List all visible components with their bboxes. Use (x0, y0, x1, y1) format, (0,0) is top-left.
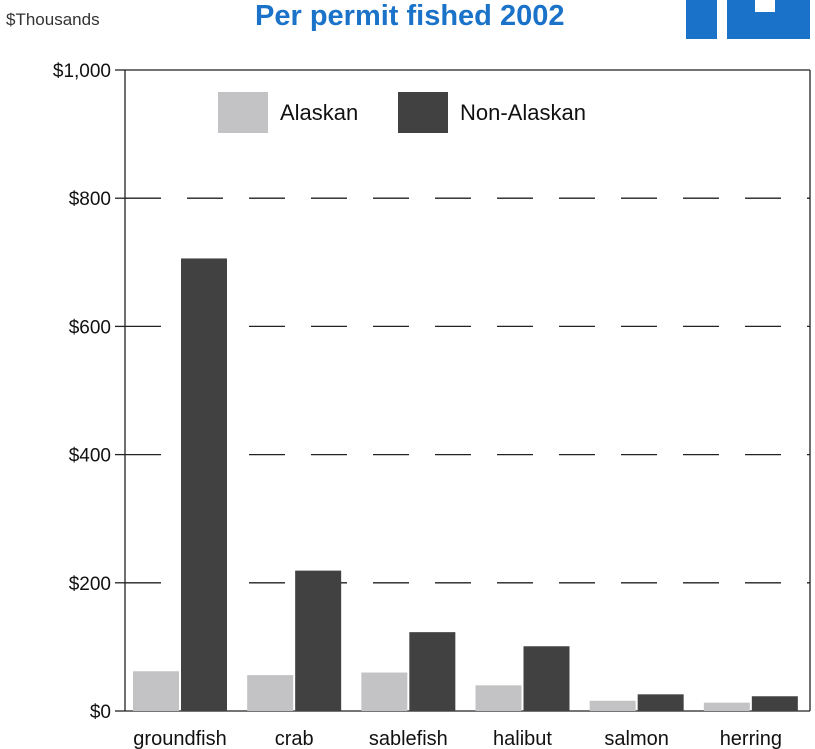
bar-alaskan-crab (247, 675, 294, 711)
legend-swatch-alaskan (218, 92, 268, 133)
gridlines (125, 197, 810, 584)
bar-alaskan-sablefish (361, 672, 408, 711)
legend: Alaskan Non-Alaskan (218, 92, 586, 133)
bar-alaskan-salmon (589, 700, 636, 711)
y-tick-labels: $0 $200 $400 $600 $800 $1,000 (53, 61, 111, 723)
bar-non-alaskan-groundfish (181, 258, 227, 711)
x-category-labels: groundfish crab sablefish halibut salmon herr… (133, 728, 782, 749)
bar-non-alaskan-herring (751, 696, 798, 711)
chart-title: Per permit fished 2002 (255, 0, 565, 32)
y-tick-label: $200 (69, 574, 111, 595)
bar-non-alaskan-halibut (523, 646, 570, 711)
corner-logo-icon (686, 0, 810, 39)
category-label: salmon (604, 728, 668, 749)
bar-non-alaskan-sablefish (409, 632, 456, 711)
legend-swatch-non-alaskan (398, 92, 448, 133)
bar-alaskan-groundfish (133, 671, 179, 711)
category-label: herring (720, 728, 782, 749)
y-tick-label: $1,000 (53, 61, 111, 82)
legend-label: Non-Alaskan (460, 100, 586, 125)
bar-non-alaskan-crab (295, 570, 342, 711)
y-tick-label: $0 (90, 702, 111, 723)
y-tick-label: $600 (69, 317, 111, 338)
category-label: groundfish (133, 728, 226, 749)
y-tick-label: $400 (69, 446, 111, 467)
unit-label: $Thousands (6, 10, 100, 29)
category-label: sablefish (369, 728, 448, 749)
y-tick-label: $800 (69, 189, 111, 210)
bars (133, 258, 798, 711)
legend-label: Alaskan (280, 100, 358, 125)
category-label: crab (275, 728, 314, 749)
bar-alaskan-halibut (475, 685, 522, 711)
bar-alaskan-herring (703, 702, 750, 711)
axes (115, 69, 811, 712)
category-label: halibut (493, 728, 552, 749)
bar-non-alaskan-salmon (637, 694, 684, 711)
